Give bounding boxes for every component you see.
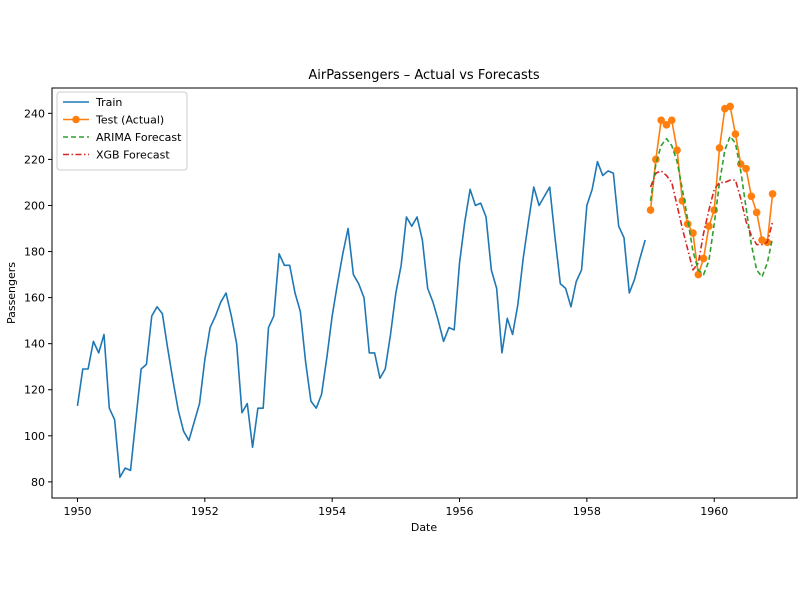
data-point (742, 164, 750, 173)
data-point (689, 229, 697, 237)
x-tick-label: 1950 (63, 505, 91, 518)
y-tick-label: 200 (24, 199, 45, 212)
chart-title: AirPassengers – Actual vs Forecasts (308, 68, 539, 83)
legend-label: XGB Forecast (96, 149, 170, 162)
ticks-layer: 1950 1952 1954 1956 1958 1960 80 100 120 140 160 18… (24, 107, 728, 518)
x-tick-label: 1952 (191, 505, 219, 518)
series-xgb-forecast (649, 170, 774, 271)
y-tick-label: 80 (31, 476, 45, 489)
series-line-arima-forecast (649, 135, 774, 278)
data-point (646, 206, 655, 214)
series-line-xgb-forecast (649, 170, 774, 271)
data-point (747, 192, 756, 201)
legend-box (56, 91, 188, 171)
y-tick-label: 220 (24, 153, 45, 166)
data-point (768, 190, 777, 198)
y-tick-label: 160 (24, 292, 45, 305)
data-point (752, 208, 761, 217)
y-tick-label: 140 (24, 338, 45, 351)
y-tick-label: 100 (24, 430, 45, 443)
series-train (76, 160, 646, 479)
y-tick-label: 180 (24, 246, 45, 259)
legend-item: XGB Forecast (63, 149, 170, 162)
x-tick-label: 1960 (700, 505, 728, 518)
data-point (662, 121, 671, 129)
series-arima-forecast (649, 135, 774, 278)
series-line-train (76, 160, 646, 479)
y-axis-label: Passengers (5, 262, 18, 324)
data-point (726, 102, 734, 111)
x-tick-label: 1954 (318, 505, 346, 518)
x-axis-label: Date (411, 521, 438, 534)
data-point (705, 222, 713, 231)
y-tick-label: 240 (24, 107, 45, 120)
legend-item: Train (63, 96, 122, 109)
legend-label: ARIMA Forecast (96, 131, 182, 144)
data-point (657, 116, 665, 125)
x-tick-label: 1958 (573, 505, 601, 518)
legend-label: Train (95, 96, 122, 109)
legend-item: ARIMA Forecast (63, 131, 182, 144)
legend-label: Test (Actual) (95, 114, 164, 127)
data-point (699, 254, 708, 263)
legend: Train Test (Actual) ARIMA Forecast XGB Fore… (56, 91, 188, 171)
x-tick-label: 1956 (446, 505, 474, 518)
legend-item: Test (Actual) (63, 114, 164, 127)
data-point (667, 116, 676, 125)
data-point (731, 130, 740, 138)
plot-area-frame (51, 87, 798, 499)
data-point (715, 144, 724, 152)
series-layer (76, 102, 777, 479)
data-point (673, 146, 681, 154)
legend-marker (72, 115, 80, 124)
y-tick-label: 120 (24, 384, 45, 397)
